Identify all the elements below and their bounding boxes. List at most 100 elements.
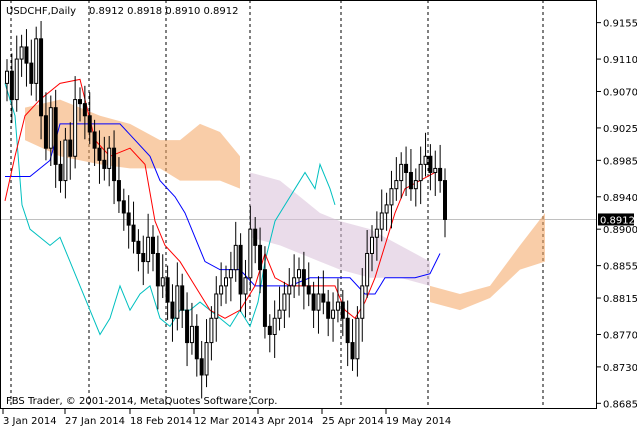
candle-body <box>233 244 238 271</box>
x-tick-label: 3 Apr 2014 <box>258 416 313 427</box>
candle-body <box>194 325 199 360</box>
candle-body <box>413 180 418 190</box>
candle-body <box>141 252 146 263</box>
candle-body <box>214 293 219 319</box>
candle-body <box>238 244 243 295</box>
candle-body <box>350 342 355 360</box>
candle-body <box>185 309 190 344</box>
candle-body <box>282 293 287 311</box>
chart-frame <box>0 0 597 409</box>
candle-body <box>306 285 311 295</box>
candle-body <box>189 325 194 344</box>
y-tick-label: 0.9070 <box>603 87 637 98</box>
y-tick-label: 0.8815 <box>603 294 637 305</box>
candle-body <box>370 236 374 254</box>
candle-body <box>19 46 24 60</box>
cloud-segment-mid <box>250 172 430 286</box>
candle-body <box>9 70 14 101</box>
chikou-span-line <box>4 83 336 336</box>
candle-body <box>224 277 228 287</box>
x-tick-label: 3 Jan 2014 <box>3 416 57 427</box>
copyright-text: FBS Trader, © 2001-2014, MetaQuotes Soft… <box>6 396 277 407</box>
candle-body <box>199 358 204 376</box>
candle-body <box>155 252 160 287</box>
candle-body <box>292 277 297 287</box>
candle-body <box>165 277 170 303</box>
candle-body <box>297 269 301 279</box>
cloud-segment-early <box>25 99 240 189</box>
candle-body <box>335 301 340 311</box>
candle-body <box>78 99 82 105</box>
y-tick-label: 0.8985 <box>603 156 637 167</box>
candle-body <box>219 285 224 295</box>
candle-body <box>326 301 331 319</box>
candle-body <box>14 58 19 101</box>
x-tick-label: 12 Mar 2014 <box>194 416 257 427</box>
candle-body <box>160 277 165 287</box>
y-axis: 0.9155 0.9110 0.9070 0.9025 0.8985 0.8940 0.89… <box>597 19 637 410</box>
candle-body <box>321 293 326 303</box>
y-tick-label: 0.8855 <box>603 262 637 273</box>
y-tick-label: 0.8940 <box>603 193 637 204</box>
ohlc-values: 0.8912 0.8918 0.8910 0.8912 <box>89 6 239 17</box>
candle-body <box>107 147 112 169</box>
candle-body <box>355 317 360 360</box>
x-tick-label: 19 May 2014 <box>386 416 451 427</box>
x-tick-label: 25 Apr 2014 <box>322 416 384 427</box>
candles <box>5 21 447 399</box>
candle-body <box>63 139 68 182</box>
candle-body <box>180 285 185 311</box>
y-tick-label: 0.8900 <box>603 225 637 236</box>
candle-body <box>277 309 282 319</box>
candle-body <box>34 38 39 84</box>
candle-body <box>404 163 409 173</box>
candle-body <box>29 62 34 84</box>
candle-body <box>121 200 126 214</box>
candle-body <box>399 163 404 182</box>
candle-body <box>48 107 53 149</box>
symbol-label: USDCHF,Daily <box>6 6 76 17</box>
y-tick-label: 0.9110 <box>603 55 637 66</box>
x-tick-label: 27 Jan 2014 <box>65 416 125 427</box>
candle-body <box>131 224 136 242</box>
current-price-text: 0.8912 <box>600 215 635 226</box>
candle-body <box>433 167 438 173</box>
candle-body <box>438 167 443 182</box>
y-tick-label: 0.8730 <box>603 363 637 374</box>
candle-body <box>389 188 394 206</box>
candle-body <box>258 244 263 271</box>
candle-body <box>301 269 306 287</box>
candle-body <box>97 147 102 161</box>
candle-body <box>5 70 9 84</box>
candle-body <box>136 240 141 254</box>
candle-body <box>345 317 350 344</box>
candle-body <box>73 99 78 157</box>
candle-body <box>365 252 370 287</box>
candle-body <box>272 317 277 335</box>
candle-body <box>360 285 365 319</box>
current-price-label: 0.8912 <box>598 213 635 226</box>
ichimoku-cloud <box>25 99 545 311</box>
candle-body <box>311 293 316 311</box>
candle-body <box>253 228 258 246</box>
y-tick-label: 0.8770 <box>603 330 637 341</box>
candle-body <box>126 212 131 226</box>
candle-body <box>267 325 272 335</box>
candle-body <box>228 269 233 279</box>
candle-body <box>384 204 389 214</box>
candle-body <box>418 163 423 182</box>
candle-body <box>394 180 399 190</box>
candle-body <box>170 301 175 319</box>
y-tick-label: 0.8685 <box>603 399 637 410</box>
candle-body <box>43 115 48 149</box>
x-tick-label: 18 Feb 2014 <box>130 416 192 427</box>
candle-body <box>423 155 428 165</box>
y-tick-label: 0.9155 <box>603 19 637 30</box>
candle-body <box>68 139 73 157</box>
candle-body <box>53 107 58 165</box>
candle-body <box>248 228 253 279</box>
candle-body <box>316 293 321 311</box>
candle-body <box>374 228 379 238</box>
x-axis: 3 Jan 2014 27 Jan 2014 18 Feb 2014 12 Mar 2… <box>2 409 451 427</box>
